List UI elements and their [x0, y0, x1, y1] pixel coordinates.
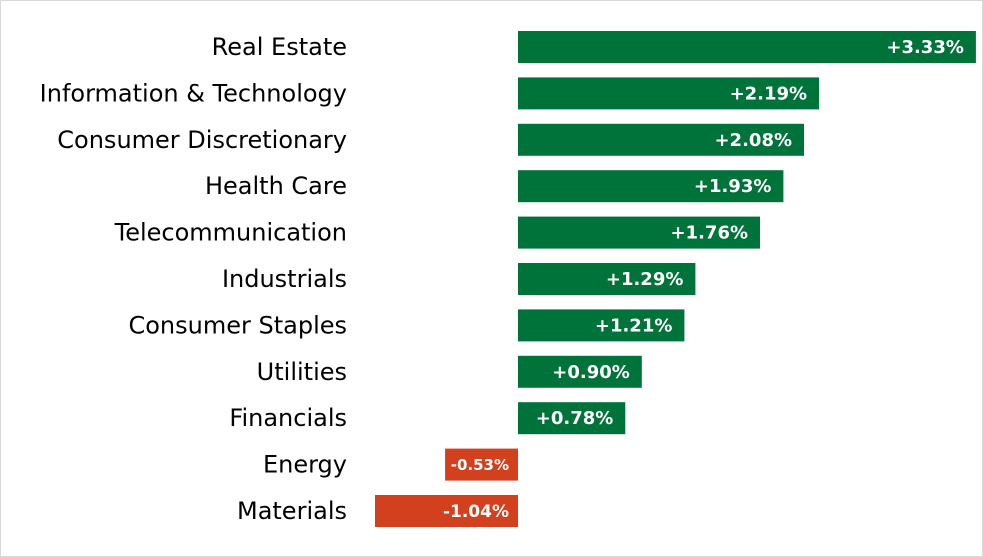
data-label: +2.08% [714, 130, 792, 151]
data-label: +0.90% [552, 362, 630, 383]
bar-materials [375, 495, 518, 527]
category-label: Consumer Discretionary [57, 126, 347, 154]
bar-telecommunication [518, 216, 760, 249]
data-label: +0.78% [536, 408, 614, 429]
category-label: Real Estate [212, 33, 347, 61]
data-label: -0.53% [451, 456, 509, 474]
bar-consumer-staples [518, 309, 685, 342]
bar-consumer-discretionary [518, 123, 804, 156]
data-label: +1.21% [595, 315, 673, 336]
category-label: Information & Technology [40, 79, 347, 107]
category-label: Health Care [205, 172, 347, 200]
category-label: Consumer Staples [128, 311, 347, 339]
data-label: +1.93% [694, 176, 772, 197]
data-label: +1.29% [606, 269, 684, 290]
data-label: +1.76% [670, 223, 748, 244]
data-label: +3.33% [886, 37, 964, 58]
bar-health-care [518, 170, 784, 203]
bar-energy [445, 448, 518, 481]
category-label: Energy [263, 451, 347, 479]
category-label: Materials [237, 497, 347, 525]
data-label: +2.19% [730, 83, 808, 104]
data-label: -1.04% [443, 502, 509, 522]
bar-financials [518, 402, 626, 435]
category-label: Financials [229, 404, 347, 432]
bar-utilities [518, 355, 642, 388]
bar-real-estate [518, 31, 976, 63]
category-label: Utilities [257, 358, 347, 386]
bar-industrials [518, 263, 696, 295]
bar-information-technology [518, 77, 820, 110]
category-label: Telecommunication [114, 219, 347, 247]
category-label: Industrials [222, 265, 347, 293]
